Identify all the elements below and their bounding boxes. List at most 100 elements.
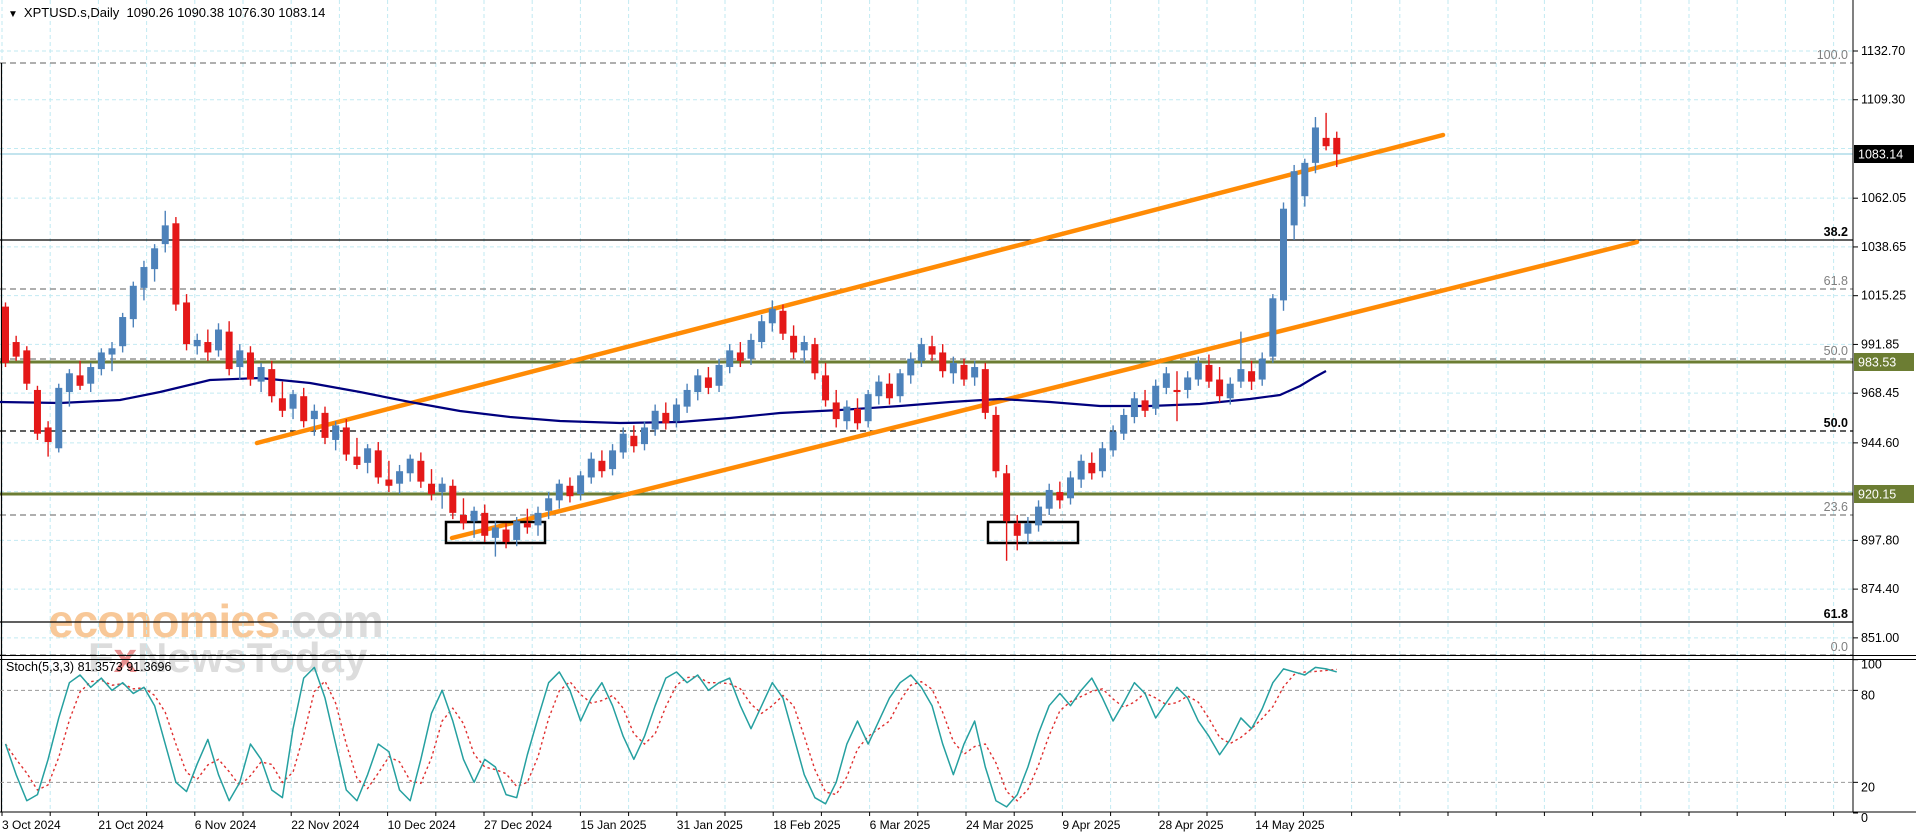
- candle-bull: [1184, 377, 1192, 390]
- price-label: 1015.25: [1861, 289, 1906, 303]
- candle-bull: [151, 248, 159, 270]
- date-label: 21 Oct 2024: [98, 818, 164, 832]
- date-label: 27 Dec 2024: [484, 818, 552, 832]
- candle-bear: [172, 223, 180, 305]
- price-label: 1062.05: [1861, 191, 1906, 205]
- date-label: 18 Feb 2025: [773, 818, 841, 832]
- candle-bull: [747, 339, 755, 359]
- price-label: 944.60: [1861, 436, 1899, 450]
- candle-bull: [470, 510, 478, 522]
- candle-bear: [854, 408, 861, 424]
- candle-bear: [790, 335, 798, 353]
- candle-bull: [609, 450, 617, 470]
- symbol-name: XPTUSD.s,Daily: [23, 5, 120, 20]
- candle-bear: [960, 364, 968, 380]
- candle-bull: [534, 512, 542, 526]
- date-label: 28 Apr 2025: [1159, 818, 1224, 832]
- fib-black-label: 50.0: [1824, 416, 1848, 430]
- price-label: 1038.65: [1861, 240, 1906, 254]
- candle-bear: [1056, 492, 1064, 501]
- candle-bull: [1194, 362, 1202, 380]
- candle-bear: [1173, 389, 1181, 393]
- fib-grey-label: 61.8: [1824, 274, 1848, 288]
- symbol-ohlc-values: 1090.26 1090.38 1076.30 1083.14: [126, 5, 326, 20]
- candle-bull: [1077, 460, 1085, 480]
- date-label: 6 Mar 2025: [870, 818, 931, 832]
- price-badge: [1854, 485, 1914, 503]
- candle-bear: [1205, 364, 1213, 382]
- candle-bear: [502, 529, 510, 543]
- candle-bear: [374, 450, 382, 478]
- candle-bull: [1162, 373, 1170, 388]
- date-label: 10 Dec 2024: [388, 818, 456, 832]
- candle-bull: [545, 498, 553, 511]
- candle-bear: [278, 398, 286, 411]
- candle-bear: [598, 460, 606, 472]
- candle-bull: [555, 483, 563, 501]
- candle-bear: [428, 483, 435, 495]
- candle-bull: [619, 433, 627, 453]
- candle-bull: [971, 367, 979, 378]
- price-badge: [1854, 145, 1914, 163]
- candle-bull: [875, 381, 883, 397]
- candle-bull: [864, 394, 872, 422]
- candle-bull: [396, 471, 404, 484]
- candle-bull: [1290, 171, 1298, 226]
- candle-bull: [843, 406, 851, 422]
- stoch-axis-label: 20: [1861, 780, 1875, 794]
- candle-bear: [566, 485, 574, 497]
- candle-bull: [1045, 489, 1053, 509]
- candle-bear: [822, 375, 830, 401]
- price-badge-label: 983.53: [1858, 356, 1896, 370]
- price-badge: [1854, 353, 1914, 371]
- stoch-main-line: [4, 666, 1337, 808]
- candle-bear: [992, 414, 1000, 472]
- candle-bull: [87, 367, 95, 384]
- candle-bear: [12, 342, 20, 357]
- candle-bear: [704, 377, 712, 388]
- candle-bear: [1141, 400, 1149, 411]
- candle-bull: [1269, 298, 1277, 357]
- fib-grey-label: 23.6: [1824, 500, 1848, 514]
- candle-bear: [2, 306, 9, 363]
- candle-bull: [193, 339, 201, 347]
- symbol-dropdown-icon[interactable]: ▼: [8, 9, 18, 20]
- candle-bull: [65, 373, 73, 393]
- candle-bull: [896, 373, 904, 397]
- candle-bull: [161, 225, 169, 245]
- candle-bull: [1301, 162, 1309, 197]
- candle-bear: [300, 396, 308, 422]
- candle-bull: [1258, 358, 1266, 380]
- candle-bull: [726, 350, 734, 368]
- candle-bull: [236, 350, 244, 368]
- candle-bear: [1333, 137, 1341, 155]
- stoch-axis-label: 80: [1861, 688, 1875, 702]
- watermark-fxnewstoday: FxNewsToday: [88, 634, 368, 681]
- date-label: 31 Jan 2025: [677, 818, 743, 832]
- candle-bull: [917, 344, 925, 361]
- candle-bull: [1237, 369, 1245, 382]
- candle-bear: [1322, 137, 1330, 147]
- candle-bear: [928, 346, 936, 355]
- candle-bull: [129, 285, 137, 320]
- candle-bear: [459, 514, 467, 524]
- date-label: 9 Apr 2025: [1062, 818, 1120, 832]
- moving-average-line: [0, 370, 1327, 425]
- candle-bull: [491, 527, 499, 538]
- candle-bull: [406, 458, 414, 474]
- candle-bull: [1120, 414, 1128, 434]
- candle-bear: [23, 350, 31, 384]
- stoch-indicator-label: Stoch(5,3,3) 81.3573 91.3696: [6, 660, 172, 674]
- candle-bear: [342, 427, 350, 455]
- candle-bear: [1248, 371, 1256, 382]
- candle-bull: [715, 364, 723, 386]
- trend-line: [449, 239, 1640, 541]
- candle-bear: [885, 383, 893, 399]
- fib-black-label: 38.2: [1824, 225, 1848, 239]
- candle-bear: [523, 523, 531, 528]
- candle-bull: [438, 483, 446, 493]
- candle-bear: [33, 389, 41, 434]
- candle-bear: [811, 344, 819, 374]
